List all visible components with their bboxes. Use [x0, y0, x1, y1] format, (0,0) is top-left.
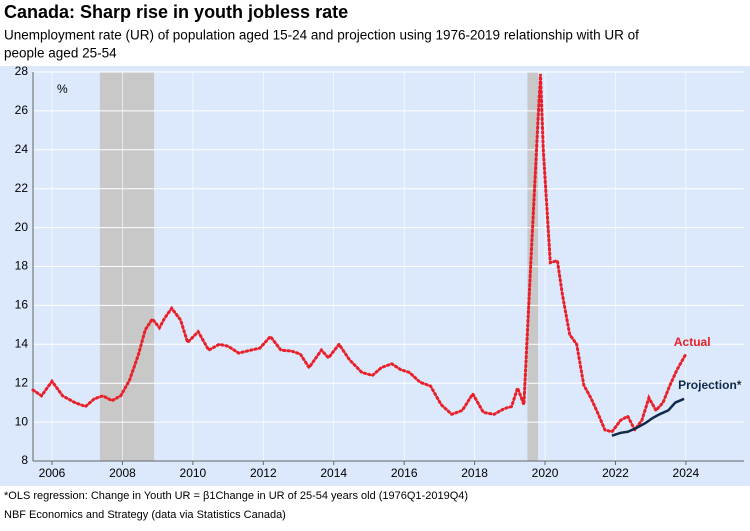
header-background: [0, 0, 750, 66]
chart-subtitle: Unemployment rate (UR) of population age…: [4, 28, 639, 43]
x-tick-label: 2024: [673, 466, 700, 480]
footer-background: [0, 486, 750, 526]
y-tick-label: 12: [15, 375, 29, 389]
footnote: *OLS regression: Change in Youth UR = β1…: [4, 490, 468, 502]
source: NBF Economics and Strategy (data via Sta…: [4, 509, 286, 521]
y-tick-label: 14: [15, 336, 29, 350]
x-tick-label: 2008: [109, 466, 136, 480]
y-tick-label: 18: [15, 259, 29, 273]
y-tick-label: 28: [15, 64, 29, 78]
chart-subtitle: people aged 25-54: [4, 46, 117, 61]
chart-title: Canada: Sharp rise in youth jobless rate: [4, 2, 348, 22]
series-label: Actual: [674, 335, 711, 349]
x-tick-label: 2022: [602, 466, 629, 480]
series-line: [31, 73, 688, 434]
x-tick-label: 2016: [391, 466, 418, 480]
x-tick-label: 2020: [532, 466, 559, 480]
y-tick-label: 16: [15, 298, 29, 312]
y-tick-label: 26: [15, 103, 29, 117]
y-tick-label: 10: [15, 414, 29, 428]
y-tick-label: 22: [15, 181, 29, 195]
series-label: Projection*: [678, 378, 742, 392]
x-tick-label: 2006: [39, 466, 66, 480]
x-tick-label: 2018: [461, 466, 488, 480]
x-tick-label: 2014: [320, 466, 347, 480]
x-tick-label: 2010: [180, 466, 207, 480]
y-tick-label: 20: [15, 220, 29, 234]
y-unit: %: [57, 82, 68, 96]
y-tick-label: 8: [21, 453, 28, 467]
series-line: [611, 397, 685, 437]
x-tick-label: 2012: [250, 466, 277, 480]
y-tick-label: 24: [15, 142, 29, 156]
